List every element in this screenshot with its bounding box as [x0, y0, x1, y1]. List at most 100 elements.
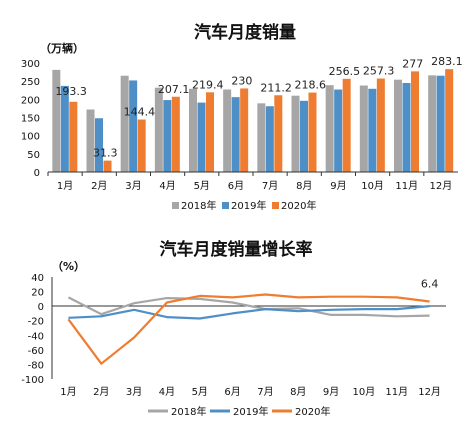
- legend-label-2019年: 2019年: [231, 199, 266, 212]
- bar-x-tick-label: 4月: [159, 180, 175, 192]
- bar-y-tick-label: 50: [27, 150, 40, 161]
- bar-data-label: 256.5: [329, 65, 361, 78]
- bar-x-tick-label: 10月: [361, 180, 384, 192]
- line-y-tick-label: -40: [28, 331, 44, 342]
- bar-chart-x-axis: 1月 2月 3月 4月 5月 6月 7月 8月 9月 10月 11月 12月: [47, 172, 452, 192]
- line-chart-y-axis: 40 20 0 -20 -40 -60 -80 -100: [21, 273, 44, 386]
- bar-2020年-12月: [445, 69, 454, 172]
- bar-y-tick-label: 150: [21, 114, 40, 125]
- line-chart-legend: 2018年 2019年 2020年: [148, 405, 330, 418]
- legend-label-2020年: 2020年: [281, 199, 316, 212]
- bar-chart-y-axis: 0 50 100 150 200 250 300: [21, 59, 40, 179]
- bar-2020年-8月: [308, 92, 317, 172]
- bar-data-label: 211.2: [260, 81, 292, 94]
- line-chart-x-axis: 1月 2月 3月 4月 5月 6月 7月 8月 9月 10月 11月 12月: [60, 386, 441, 398]
- legend-swatch-2020年: [272, 202, 279, 209]
- bar-2018年-5月: [189, 88, 197, 172]
- bar-2019年-7月: [265, 106, 274, 172]
- bar-2020年-6月: [240, 88, 249, 172]
- line-x-tick-label: 5月: [192, 386, 208, 398]
- bar-chart-bars: [52, 69, 454, 172]
- line-x-tick-label: 9月: [323, 386, 339, 398]
- bar-x-tick-label: 9月: [330, 180, 346, 192]
- line-x-tick-label: 4月: [159, 386, 175, 398]
- bar-2018年-7月: [257, 103, 266, 172]
- bar-y-tick-label: 200: [21, 95, 40, 106]
- line-x-tick-label: 12月: [418, 386, 441, 398]
- bar-2018年-10月: [359, 85, 368, 172]
- bar-2018年-9月: [325, 85, 334, 172]
- bar-x-tick-label: 7月: [262, 180, 278, 192]
- bar-2018年-12月: [428, 75, 437, 172]
- line-chart-title: 汽车月度销量增长率: [160, 239, 313, 260]
- legend-label-2018年: 2018年: [171, 405, 206, 418]
- line-x-tick-label: 3月: [126, 386, 142, 398]
- bar-data-label: 218.6: [295, 79, 327, 92]
- bar-2019年-4月: [163, 100, 172, 172]
- bar-2018年-3月: [120, 75, 129, 172]
- bar-x-tick-label: 3月: [125, 180, 141, 192]
- sales-bar-chart: 汽车月度销量 （万辆） 0 50 100 150 200 250 300 193.3 31.3…: [21, 22, 463, 212]
- bar-data-label: 219.4: [192, 78, 224, 91]
- line-series-2020年: [67, 293, 430, 365]
- bar-2020年-4月: [171, 96, 180, 172]
- bar-2020年-11月: [411, 71, 419, 172]
- line-y-tick-label: -20: [28, 317, 44, 328]
- bar-2020年-2月: [103, 160, 112, 172]
- bar-x-tick-label: 6月: [228, 180, 244, 192]
- line-x-tick-label: 2月: [93, 386, 109, 398]
- line-x-tick-label: 11月: [385, 386, 408, 398]
- bar-2019年-3月: [129, 80, 138, 172]
- bar-2018年-4月: [154, 87, 163, 172]
- bar-y-tick-label: 0: [34, 168, 40, 179]
- line-chart-series: [67, 293, 430, 365]
- bar-y-tick-label: 300: [21, 59, 40, 70]
- bar-chart-unit-label: （万辆）: [40, 41, 84, 55]
- bar-y-tick-label: 100: [21, 132, 40, 143]
- line-x-tick-label: 7月: [257, 386, 273, 398]
- bar-data-label: 230: [231, 74, 252, 87]
- bar-2019年-6月: [231, 97, 240, 172]
- line-y-tick-label: 0: [38, 302, 44, 313]
- bar-2019年-1月: [60, 85, 69, 172]
- bar-2019年-11月: [402, 82, 411, 172]
- bar-2018年-1月: [52, 69, 61, 172]
- bar-2020年-5月: [206, 92, 214, 172]
- bar-2018年-8月: [291, 95, 300, 172]
- legend-label-2018年: 2018年: [181, 199, 216, 212]
- legend-swatch-2019年: [222, 202, 229, 209]
- bar-data-label: 207.1: [158, 83, 190, 96]
- bar-2020年-3月: [137, 119, 146, 172]
- bar-2018年-6月: [223, 89, 232, 172]
- bar-x-tick-label: 5月: [194, 180, 210, 192]
- line-x-tick-label: 1月: [60, 386, 76, 398]
- bar-2020年-1月: [69, 101, 78, 172]
- line-series-2019年: [68, 305, 430, 320]
- legend-swatch-2018年: [172, 202, 179, 209]
- bar-chart-title: 汽车月度销量: [194, 22, 296, 43]
- bar-data-label: 144.4: [124, 106, 156, 119]
- line-x-tick-label: 8月: [290, 386, 306, 398]
- bar-2019年-12月: [436, 75, 445, 172]
- bar-data-label: 277: [402, 57, 423, 70]
- bar-2020年-7月: [274, 95, 283, 172]
- legend-label-2019年: 2019年: [233, 405, 268, 418]
- bar-2019年-5月: [197, 102, 206, 172]
- bar-data-label: 193.3: [55, 85, 87, 98]
- line-chart-unit-label: （%）: [52, 260, 85, 273]
- line-series-2018年: [67, 296, 430, 318]
- bar-2020年-9月: [342, 78, 351, 172]
- line-x-tick-label: 10月: [353, 386, 376, 398]
- bar-data-label: 31.3: [93, 147, 118, 160]
- bar-2019年-8月: [300, 100, 308, 172]
- line-y-tick-label: 20: [31, 288, 44, 299]
- legend-label-2020年: 2020年: [295, 405, 330, 418]
- bar-x-tick-label: 2月: [91, 180, 107, 192]
- bar-2019年-2月: [95, 118, 103, 172]
- line-chart-data-labels: 6.4: [421, 277, 439, 290]
- bar-2019年-9月: [334, 89, 343, 172]
- line-y-tick-label: -100: [21, 375, 44, 386]
- line-y-tick-label: 40: [31, 273, 44, 284]
- bar-x-tick-label: 1月: [57, 180, 73, 192]
